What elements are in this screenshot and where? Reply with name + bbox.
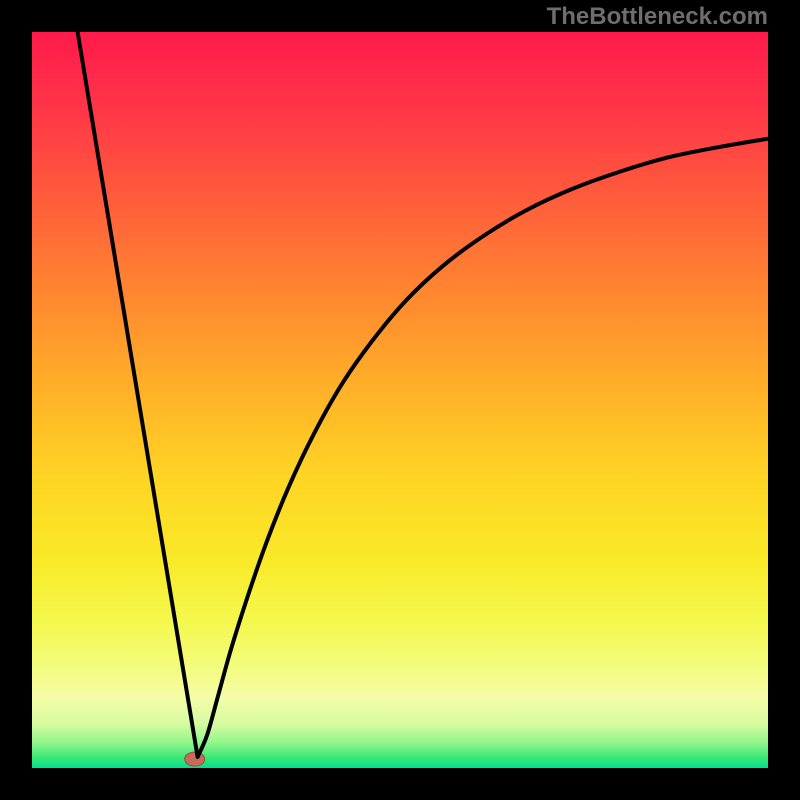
bottleneck-curve — [78, 32, 768, 757]
plot-area — [32, 32, 768, 768]
curve-layer — [32, 32, 768, 768]
minimum-marker — [185, 752, 205, 766]
attribution-watermark: TheBottleneck.com — [547, 3, 768, 31]
chart-container: TheBottleneck.com — [0, 0, 800, 800]
